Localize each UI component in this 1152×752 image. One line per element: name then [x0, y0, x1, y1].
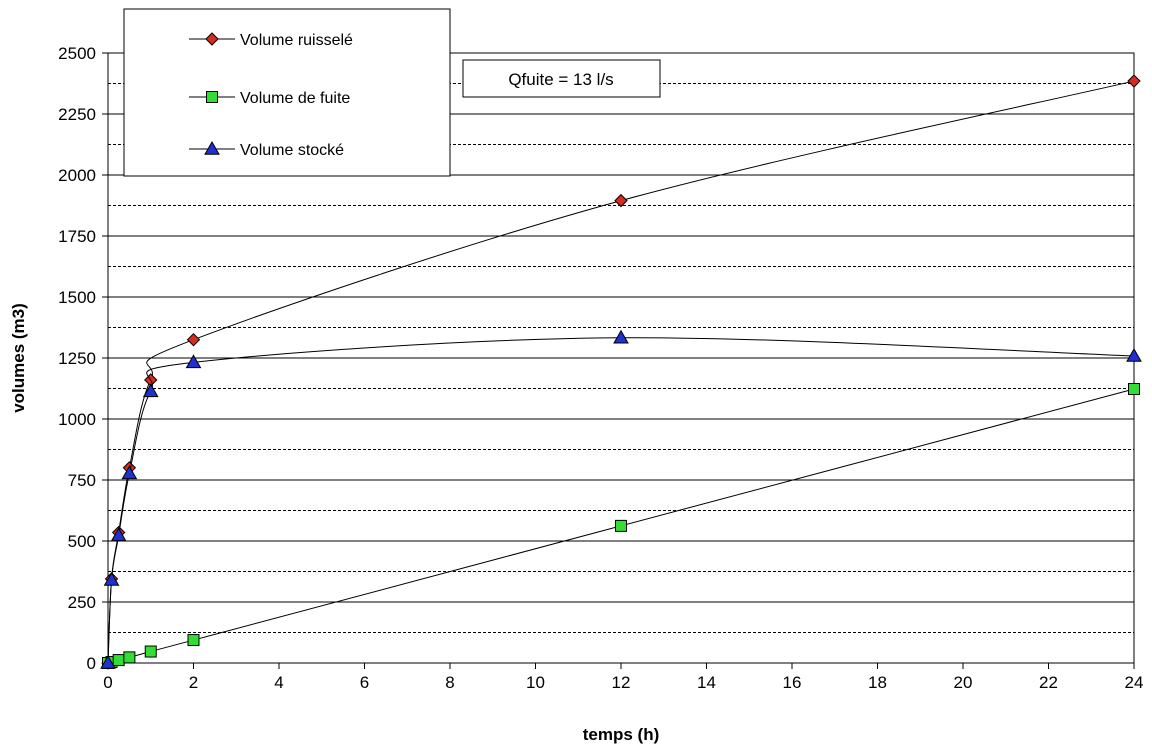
x-tick-label: 22 — [1039, 673, 1058, 692]
x-tick-label: 10 — [526, 673, 545, 692]
x-tick-label: 6 — [360, 673, 369, 692]
x-tick-label: 12 — [612, 673, 631, 692]
x-tick-label: 18 — [868, 673, 887, 692]
data-point-triangle — [142, 383, 159, 398]
data-point-diamond — [1127, 74, 1141, 88]
x-tick-label: 8 — [445, 673, 454, 692]
legend-marker-triangle — [204, 140, 220, 155]
data-point-square — [123, 651, 136, 664]
legend-marker-square — [206, 91, 218, 103]
legend-box — [123, 8, 451, 177]
annotation: Qfuite = 13 l/s — [462, 59, 661, 98]
legend-label: Volume ruisselé — [240, 32, 353, 49]
data-point-triangle — [103, 572, 120, 586]
y-tick-label: 250 — [68, 593, 96, 612]
series-2 — [100, 329, 1142, 669]
y-tick-label: 2250 — [58, 105, 96, 124]
y-tick-label: 1250 — [58, 349, 96, 368]
x-tick-label: 0 — [103, 673, 112, 692]
y-tick-label: 1750 — [58, 227, 96, 246]
series-line — [107, 337, 1135, 664]
series-1 — [102, 382, 1140, 669]
legend-label: Volume de fuite — [240, 90, 350, 107]
y-tick-label: 750 — [68, 471, 96, 490]
data-point-square — [615, 519, 627, 532]
axes: 0 250 500 750 1000 1250 1500 1750 2000 2250 2500 0 2… — [58, 44, 1143, 692]
data-point-diamond — [186, 332, 201, 347]
data-point-triangle — [110, 527, 127, 542]
x-axis-title: temps (h) — [583, 725, 660, 744]
series-layer — [100, 74, 1142, 670]
y-tick-label: 0 — [87, 654, 96, 673]
x-tick-label: 14 — [697, 673, 716, 692]
x-tick-label: 4 — [274, 673, 283, 692]
data-point-triangle — [613, 329, 629, 344]
data-point-triangle — [100, 654, 116, 669]
data-point-square — [112, 654, 125, 667]
data-point-triangle — [185, 354, 202, 369]
y-tick-label: 2500 — [58, 44, 96, 63]
annotation-text: Qfuite = 13 l/s — [508, 70, 613, 89]
x-tick-label: 16 — [783, 673, 802, 692]
data-point-square — [187, 634, 200, 647]
y-tick-label: 2000 — [58, 166, 96, 185]
data-point-triangle — [121, 465, 138, 480]
y-axis-title: volumes (m3) — [9, 303, 28, 413]
legend-marker-diamond — [205, 32, 219, 46]
grid — [108, 52, 1134, 633]
data-point-square — [1128, 382, 1140, 395]
data-point-diamond — [614, 193, 628, 208]
annotation-box — [462, 59, 661, 98]
legend-label: Volume stocké — [240, 142, 344, 159]
x-tick-label: 20 — [954, 673, 973, 692]
data-point-square — [144, 645, 157, 658]
y-tick-label: 1000 — [58, 410, 96, 429]
y-tick-label: 500 — [68, 532, 96, 551]
x-tick-label: 24 — [1125, 673, 1144, 692]
y-tick-label: 1500 — [58, 288, 96, 307]
data-point-triangle — [1126, 348, 1142, 362]
legend: Volume ruisselé Volume de fuite Volume sto… — [123, 8, 451, 177]
x-tick-label: 2 — [189, 673, 198, 692]
